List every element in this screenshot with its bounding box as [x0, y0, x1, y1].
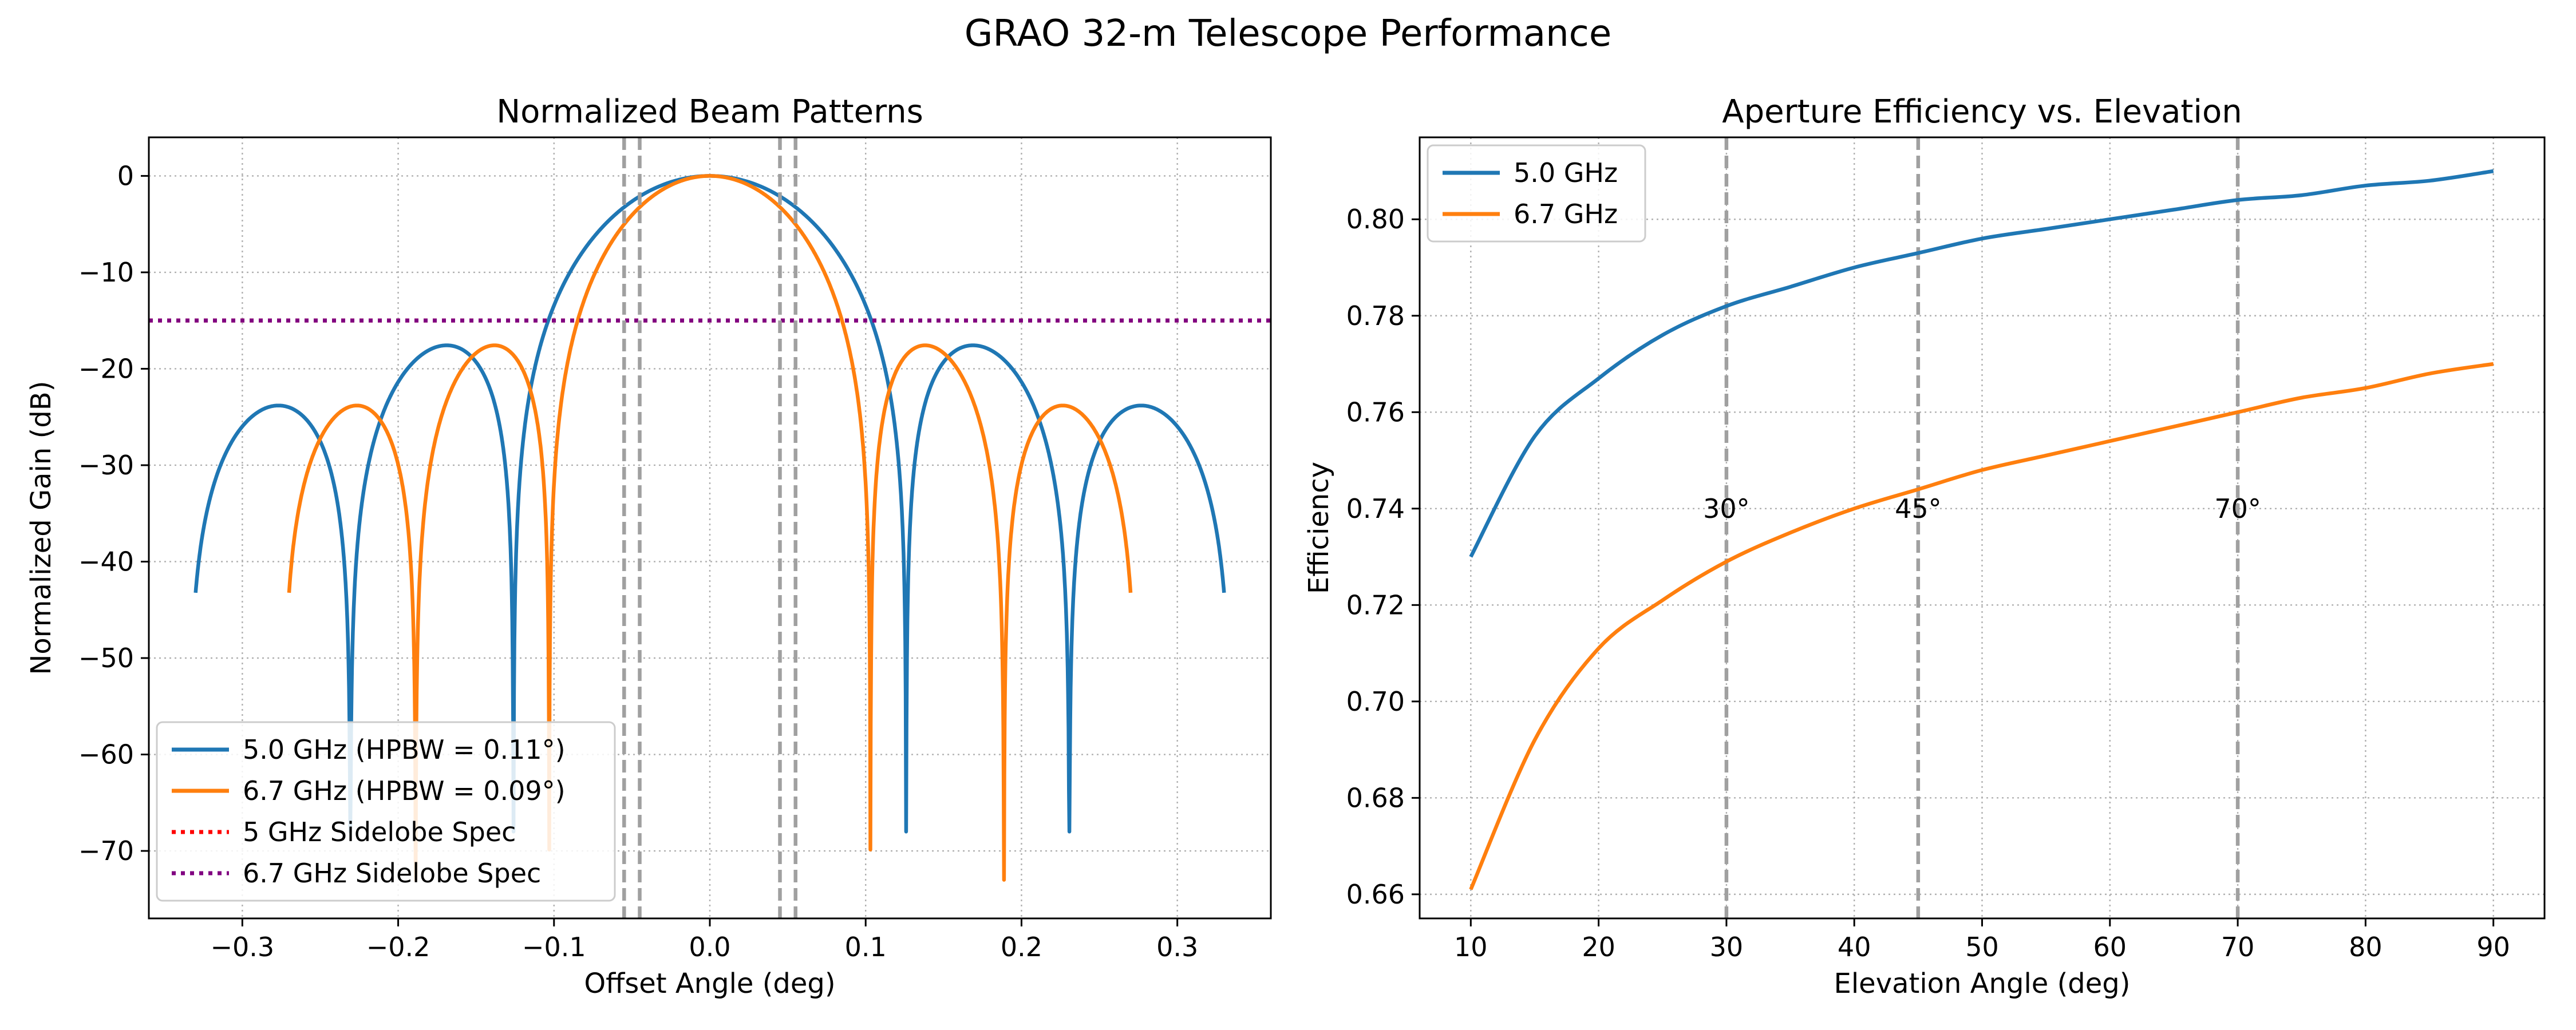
beam-y-tick-label: −20 — [78, 353, 134, 384]
eff-x-tick-label: 40 — [1838, 932, 1871, 962]
beam-legend-label: 5.0 GHz (HPBW = 0.11°) — [243, 734, 566, 765]
eff-y-tick-label: 0.74 — [1346, 493, 1405, 524]
eff-x-tick-label: 90 — [2476, 932, 2510, 962]
beam-y-tick-label: −70 — [78, 835, 134, 866]
eff-x-tick-label: 10 — [1454, 932, 1488, 962]
eff-x-tick-label: 30 — [1710, 932, 1744, 962]
eff-annotation-label: 45° — [1895, 493, 1942, 524]
beam-y-tick-label: −50 — [78, 643, 134, 674]
beam-y-tick-label: −40 — [78, 546, 134, 577]
beam-legend-label: 5 GHz Sidelobe Spec — [243, 817, 516, 847]
beam-y-tick-label: −30 — [78, 450, 134, 481]
beam-x-tick-label: 0.1 — [845, 932, 887, 962]
eff-annotation-label: 70° — [2214, 493, 2261, 524]
eff-legend-box — [1427, 144, 1646, 243]
eff-plot-frame — [1419, 136, 2546, 920]
beam-x-tick-label: −0.3 — [210, 932, 274, 962]
beam-x-axis-label: Offset Angle (deg) — [584, 968, 835, 1000]
eff-x-tick-label: 50 — [1965, 932, 1999, 962]
eff-x-tick-label: 60 — [2093, 932, 2127, 962]
eff-x-axis-label: Elevation Angle (deg) — [1834, 968, 2131, 1000]
beam-x-tick-label: 0.2 — [1001, 932, 1042, 962]
eff-y-tick-label: 0.66 — [1346, 879, 1405, 910]
beam-x-tick-label: −0.2 — [366, 932, 430, 962]
eff-y-tick-label: 0.80 — [1346, 204, 1405, 235]
figure-title: GRAO 32-m Telescope Performance — [965, 13, 1611, 55]
beam-y-tick-label: 0 — [117, 160, 134, 191]
beam-y-tick-label: −10 — [78, 257, 134, 288]
beam-legend-label: 6.7 GHz Sidelobe Spec — [243, 858, 541, 889]
eff-legend: 5.0 GHz 6.7 GHz — [1427, 144, 1646, 243]
beam-x-tick-label: 0.0 — [689, 932, 730, 962]
eff-x-tick-label: 70 — [2221, 932, 2255, 962]
eff-y-tick-label: 0.78 — [1346, 300, 1405, 331]
beam-pattern-chart: −0.3 −0.2 −0.1 0.0 0.1 0.2 0.3 0 −10 −20 −30 −40 −50… — [25, 93, 1272, 1000]
beam-plot-frame — [148, 136, 1272, 920]
eff-annotation-label: 30° — [1703, 493, 1750, 524]
eff-legend-label: 6.7 GHz — [1514, 199, 1618, 229]
eff-series-5ghz-line — [1469, 169, 2494, 558]
eff-y-axis-label: Efficiency — [1303, 462, 1335, 594]
eff-plot-area: 30° 45° 70° — [1469, 137, 2494, 918]
efficiency-chart: 10 20 30 40 50 60 70 80 90 0.66 0.68 0.70 0.72 0.74 0.… — [1303, 93, 2546, 1000]
eff-y-tick-label: 0.72 — [1346, 589, 1405, 620]
eff-x-tick-label: 80 — [2349, 932, 2383, 962]
beam-title: Normalized Beam Patterns — [496, 93, 923, 130]
eff-x-tick-label: 20 — [1582, 932, 1615, 962]
eff-legend-label: 5.0 GHz — [1514, 157, 1618, 188]
beam-y-tick-label: −60 — [78, 739, 134, 770]
eff-title: Aperture Efficiency vs. Elevation — [1722, 93, 2242, 130]
eff-y-tick-label: 0.68 — [1346, 782, 1405, 813]
eff-series-6p7ghz-line — [1469, 362, 2494, 890]
beam-x-tick-label: −0.1 — [522, 932, 586, 962]
beam-legend-box — [156, 721, 616, 902]
beam-x-tick-label: 0.3 — [1156, 932, 1198, 962]
beam-legend-label: 6.7 GHz (HPBW = 0.09°) — [243, 775, 566, 806]
eff-y-tick-label: 0.76 — [1346, 397, 1405, 427]
beam-series-6p7ghz-line — [287, 174, 1133, 882]
beam-legend: 5.0 GHz (HPBW = 0.11°) 6.7 GHz (HPBW = 0.… — [156, 721, 616, 902]
beam-plot-area — [149, 137, 1271, 918]
beam-y-axis-label: Normalized Gain (dB) — [25, 381, 57, 675]
eff-y-tick-label: 0.70 — [1346, 686, 1405, 717]
